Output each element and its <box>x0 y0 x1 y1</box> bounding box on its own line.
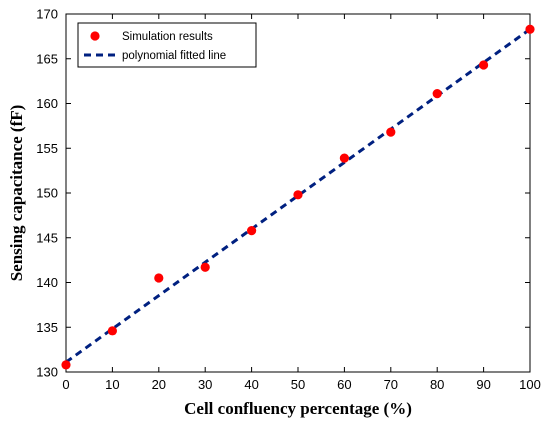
data-point <box>339 153 349 163</box>
x-tick-label: 70 <box>384 377 398 392</box>
legend-label: Simulation results <box>122 31 213 43</box>
y-tick-label: 165 <box>36 51 58 66</box>
x-axis-label: Cell confluency percentage (%) <box>184 399 412 418</box>
legend-marker <box>90 31 100 41</box>
data-point <box>525 24 535 34</box>
x-tick-label: 0 <box>62 377 69 392</box>
y-tick-label: 160 <box>36 96 58 111</box>
y-tick-label: 145 <box>36 230 58 245</box>
legend-box <box>77 22 257 68</box>
y-tick-label: 150 <box>36 186 58 201</box>
data-point <box>247 225 257 236</box>
data-point <box>107 326 117 336</box>
y-tick-label: 155 <box>36 141 58 156</box>
x-tick-label: 30 <box>198 377 212 392</box>
x-tick-label: 60 <box>337 377 351 392</box>
data-point <box>61 360 71 370</box>
data-point <box>154 273 164 283</box>
data-point <box>432 89 442 99</box>
x-tick-label: 50 <box>291 377 305 392</box>
x-tick-label: 90 <box>476 377 490 392</box>
y-tick-label: 130 <box>36 365 58 380</box>
y-axis-label: Sensing capacitance (fF) <box>7 105 26 282</box>
x-tick-label: 10 <box>105 377 119 392</box>
data-point <box>479 60 489 70</box>
data-point <box>293 190 303 200</box>
y-tick-label: 170 <box>36 7 58 22</box>
y-tick-label: 140 <box>36 275 58 290</box>
legend: Simulation results polynomial fitted line <box>77 22 257 68</box>
x-tick-label: 80 <box>430 377 444 392</box>
data-point <box>386 127 396 137</box>
y-tick-label: 135 <box>36 320 58 335</box>
x-tick-label: 20 <box>152 377 166 392</box>
x-tick-label: 100 <box>519 377 541 392</box>
legend-label: polynomial fitted line <box>122 50 226 62</box>
x-tick-label: 40 <box>244 377 258 392</box>
data-point <box>200 262 210 272</box>
